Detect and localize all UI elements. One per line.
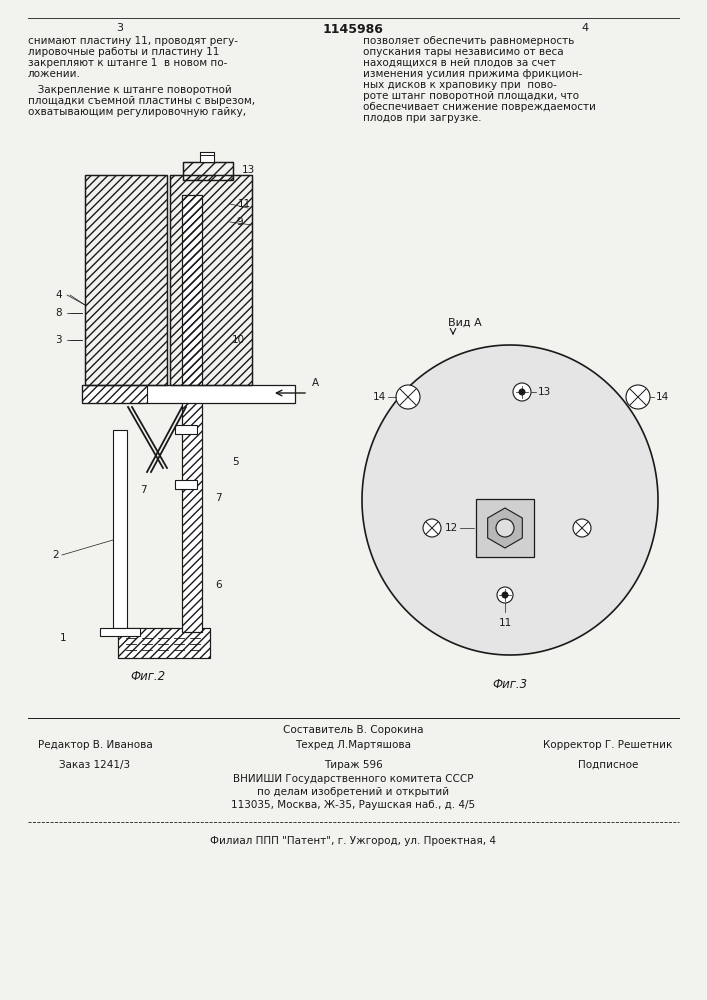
Text: 3: 3 — [55, 335, 62, 345]
Bar — [182, 195, 202, 632]
Bar — [113, 430, 127, 628]
Bar — [175, 425, 197, 434]
Text: 4: 4 — [581, 23, 588, 33]
Text: лировочные работы и пластину 11: лировочные работы и пластину 11 — [28, 47, 219, 57]
Text: 10: 10 — [232, 335, 245, 345]
Text: ВНИИШИ Государственного комитета СССР: ВНИИШИ Государственного комитета СССР — [233, 774, 473, 784]
Text: находящихся в ней плодов за счет: находящихся в ней плодов за счет — [363, 58, 556, 68]
Text: Техред Л.Мартяшова: Техред Л.Мартяшова — [295, 740, 411, 750]
Bar — [183, 162, 233, 180]
Text: 13: 13 — [538, 387, 551, 397]
Text: Филиал ППП "Патент", г. Ужгород, ул. Проектная, 4: Филиал ППП "Патент", г. Ужгород, ул. Про… — [210, 836, 496, 846]
Text: по делам изобретений и открытий: по делам изобретений и открытий — [257, 787, 449, 797]
Bar — [100, 628, 140, 636]
Text: Составитель В. Сорокина: Составитель В. Сорокина — [283, 725, 423, 735]
Circle shape — [423, 519, 441, 537]
Text: роте штанг поворотной площадки, что: роте штанг поворотной площадки, что — [363, 91, 579, 101]
Text: обеспечивает снижение повреждаемости: обеспечивает снижение повреждаемости — [363, 102, 596, 112]
Text: Корректор Г. Решетник: Корректор Г. Решетник — [543, 740, 672, 750]
Bar — [183, 162, 233, 180]
Text: Тираж 596: Тираж 596 — [324, 760, 382, 770]
Circle shape — [496, 519, 514, 537]
Text: позволяет обеспечить равномерность: позволяет обеспечить равномерность — [363, 36, 574, 46]
Bar — [85, 175, 167, 385]
Text: 7: 7 — [140, 485, 146, 495]
Bar — [82, 385, 147, 403]
Bar — [118, 628, 210, 658]
Circle shape — [519, 389, 525, 395]
Circle shape — [573, 519, 591, 537]
Text: 1: 1 — [60, 633, 66, 643]
Text: 13: 13 — [242, 165, 255, 175]
Circle shape — [502, 592, 508, 598]
Text: опускания тары независимо от веса: опускания тары независимо от веса — [363, 47, 563, 57]
Text: Подписное: Подписное — [578, 760, 638, 770]
Text: Фиг.3: Фиг.3 — [493, 678, 527, 691]
Text: Заказ 1241/3: Заказ 1241/3 — [59, 760, 131, 770]
Text: 11: 11 — [238, 199, 251, 209]
Circle shape — [513, 383, 531, 401]
Bar — [118, 628, 210, 658]
Bar — [476, 499, 534, 557]
Text: 7: 7 — [215, 493, 221, 503]
Text: закрепляют к штанге 1  в новом по-: закрепляют к штанге 1 в новом по- — [28, 58, 228, 68]
Circle shape — [626, 385, 650, 409]
Text: Фиг.2: Фиг.2 — [130, 670, 165, 683]
Text: снимают пластину 11, проводят регу-: снимают пластину 11, проводят регу- — [28, 36, 238, 46]
Circle shape — [497, 587, 513, 603]
Text: площадки съемной пластины с вырезом,: площадки съемной пластины с вырезом, — [28, 96, 255, 106]
Text: 113035, Москва, Ж-35, Раушская наб., д. 4/5: 113035, Москва, Ж-35, Раушская наб., д. … — [231, 800, 475, 810]
Text: 3: 3 — [117, 23, 124, 33]
Text: охватывающим регулировочную гайку,: охватывающим регулировочную гайку, — [28, 107, 246, 117]
Text: 14: 14 — [373, 392, 386, 402]
Text: Вид А: Вид А — [448, 318, 481, 328]
Text: 4: 4 — [55, 290, 62, 300]
Bar — [182, 195, 202, 632]
Polygon shape — [362, 345, 658, 655]
Bar — [85, 175, 167, 385]
Bar — [175, 480, 197, 489]
Text: 5: 5 — [232, 457, 239, 467]
Polygon shape — [488, 508, 522, 548]
Text: Закрепление к штанге поворотной: Закрепление к штанге поворотной — [28, 85, 232, 95]
Text: ложении.: ложении. — [28, 69, 81, 79]
Text: 14: 14 — [656, 392, 670, 402]
Text: A: A — [312, 378, 319, 388]
Text: 11: 11 — [498, 618, 512, 628]
Text: 9: 9 — [236, 217, 243, 227]
Text: 2: 2 — [52, 550, 59, 560]
Text: 8: 8 — [55, 308, 62, 318]
Circle shape — [396, 385, 420, 409]
Text: Редактор В. Иванова: Редактор В. Иванова — [37, 740, 153, 750]
Text: 12: 12 — [445, 523, 458, 533]
Bar — [82, 385, 295, 403]
Text: изменения усилия прижима фрикцион-: изменения усилия прижима фрикцион- — [363, 69, 583, 79]
Text: плодов при загрузке.: плодов при загрузке. — [363, 113, 481, 123]
Bar — [170, 175, 252, 385]
Text: ных дисков к храповику при  пово-: ных дисков к храповику при пово- — [363, 80, 557, 90]
Text: 6: 6 — [215, 580, 221, 590]
Bar — [170, 175, 252, 385]
Bar — [200, 152, 214, 162]
Text: 1145986: 1145986 — [322, 23, 383, 36]
